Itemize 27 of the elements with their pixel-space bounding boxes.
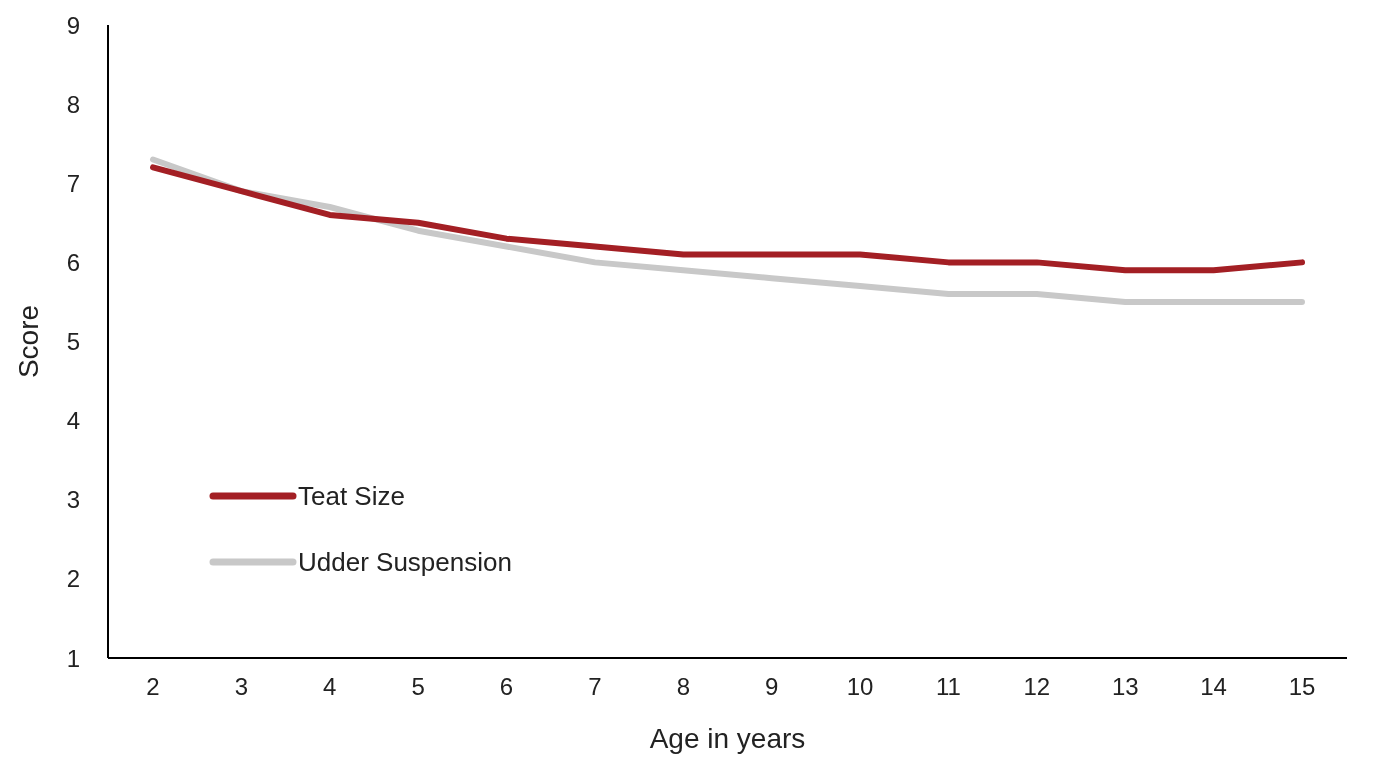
- x-tick-label: 3: [234, 673, 249, 701]
- x-tick-label: 14: [1200, 673, 1227, 701]
- x-tick-label: 10: [846, 673, 874, 701]
- x-tick-label: 12: [1023, 673, 1051, 701]
- x-tick-label: 8: [676, 673, 690, 701]
- y-tick-label: 4: [66, 407, 80, 435]
- y-tick-label: 5: [66, 328, 80, 356]
- x-tick-label: 7: [588, 673, 602, 701]
- y-tick-label: 9: [66, 11, 80, 39]
- y-tick-label: 6: [66, 248, 80, 276]
- x-axis-title: Age in years: [649, 723, 806, 754]
- y-tick-label: 2: [66, 565, 80, 593]
- x-tick-label: 9: [765, 673, 779, 701]
- y-tick-label: 1: [66, 644, 80, 672]
- x-tick-label: 5: [411, 673, 425, 701]
- x-tick-label: 4: [323, 673, 337, 701]
- legend-label: Teat Size: [298, 480, 405, 512]
- x-tick-label: 2: [146, 673, 160, 701]
- x-tick-label: 6: [499, 673, 514, 701]
- x-tick-label: 11: [936, 673, 961, 701]
- y-axis-title: Score: [12, 304, 44, 379]
- legend-label: Udder Suspension: [298, 546, 512, 578]
- y-tick-label: 8: [66, 90, 80, 118]
- x-tick-label: 13: [1111, 673, 1139, 701]
- x-tick-label: 15: [1288, 673, 1316, 701]
- y-tick-label: 7: [66, 169, 80, 197]
- y-tick-label: 3: [66, 486, 80, 514]
